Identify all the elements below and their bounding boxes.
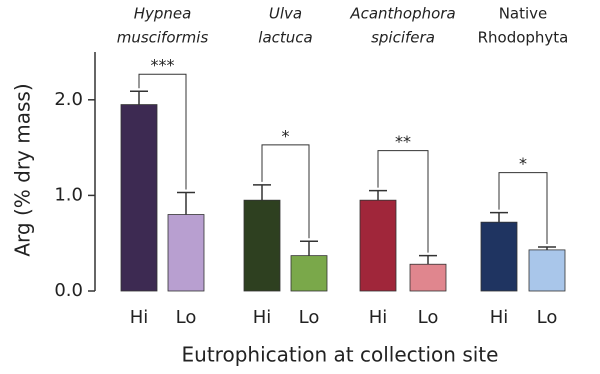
error-bar (300, 240, 318, 256)
y-tick-label: 2.0 (54, 89, 83, 110)
bar (120, 104, 158, 292)
group-label: lactuca (258, 29, 312, 47)
bar (243, 199, 281, 292)
error-bar (538, 246, 556, 250)
group-label: Ulva (269, 5, 302, 23)
group-label: Acanthophora (349, 5, 455, 23)
group-label: Rhodophyta (478, 29, 569, 47)
bar (480, 221, 518, 292)
error-bar (419, 254, 437, 265)
x-tick-label: Hi (253, 307, 272, 328)
significance-bracket (498, 172, 548, 245)
group-label: Native (499, 5, 548, 23)
error-bar (253, 184, 271, 201)
bar (409, 263, 447, 292)
x-axis-label: Eutrophication at collection site (182, 343, 499, 367)
x-tick-label: Lo (537, 307, 558, 328)
bar (528, 249, 566, 292)
x-tick-label: Hi (130, 307, 149, 328)
bar (167, 214, 205, 292)
significance-bracket (138, 73, 187, 190)
group-label: musciformis (117, 29, 209, 47)
group-label: Hypnea (134, 5, 192, 23)
group-label: spicifera (371, 29, 435, 47)
significance-bracket (377, 150, 429, 253)
significance-label: * (519, 154, 527, 173)
x-tick-label: Lo (418, 307, 439, 328)
significance-label: * (282, 126, 290, 145)
error-bar (490, 211, 508, 223)
y-tick-label: 1.0 (54, 184, 83, 205)
bar (290, 255, 328, 292)
error-bar (130, 90, 148, 105)
error-bar (369, 189, 387, 201)
x-tick-label: Hi (490, 307, 509, 328)
y-axis-label: Arg (% dry mass) (11, 83, 35, 256)
x-tick-label: Hi (369, 307, 388, 328)
x-tick-label: Lo (176, 307, 197, 328)
bar (359, 199, 397, 292)
significance-label: ** (395, 132, 411, 151)
y-tick-label: 0.0 (54, 280, 83, 301)
significance-bracket (261, 144, 310, 239)
significance-label: *** (151, 56, 175, 75)
x-tick-label: Lo (299, 307, 320, 328)
error-bar (177, 191, 195, 215)
